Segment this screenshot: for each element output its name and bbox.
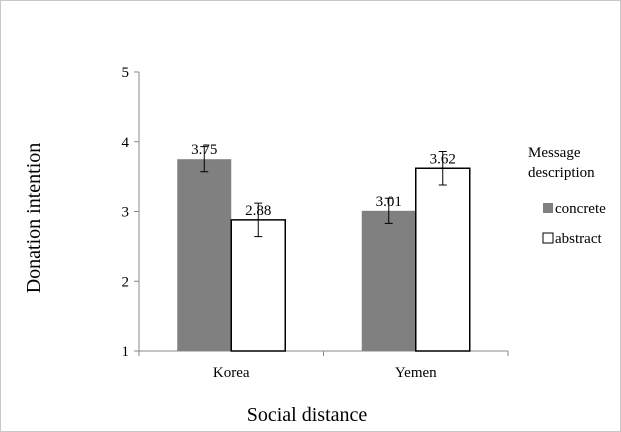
data-label: 3.01 xyxy=(376,194,402,210)
legend-swatch-concrete xyxy=(543,203,553,213)
y-tick-label: 4 xyxy=(122,135,130,151)
y-tick-label: 1 xyxy=(122,344,130,360)
legend-items: concrete abstract xyxy=(542,201,606,247)
bars-group: 3.75 3.01 2.88 3.62 xyxy=(177,142,471,352)
y-tick-label: 3 xyxy=(122,205,130,221)
data-label: 3.75 xyxy=(191,142,217,158)
bar-concrete-yemen xyxy=(361,210,416,351)
bar-abstract-korea xyxy=(230,219,286,352)
legend-title-line-2: description xyxy=(528,165,595,181)
y-tick-label: 5 xyxy=(122,65,130,81)
y-axis: 1 2 3 4 5 xyxy=(122,65,140,360)
legend: Message description concrete abstract xyxy=(528,145,606,247)
y-tick-label: 2 xyxy=(122,274,130,290)
data-label: 2.88 xyxy=(245,203,271,219)
x-axis-label: Social distance xyxy=(247,404,368,426)
legend-label-concrete: concrete xyxy=(555,201,606,217)
bar-concrete-korea xyxy=(177,159,232,351)
y-axis-label: Donation intention xyxy=(23,143,45,294)
data-label: 3.62 xyxy=(430,151,456,167)
legend-label-abstract: abstract xyxy=(555,231,602,247)
x-tick-label: Yemen xyxy=(395,365,437,381)
legend-title-line-1: Message xyxy=(528,145,581,161)
bar-abstract-yemen xyxy=(415,167,471,352)
legend-swatch-abstract xyxy=(542,232,554,244)
x-tick-label: Korea xyxy=(213,365,250,381)
